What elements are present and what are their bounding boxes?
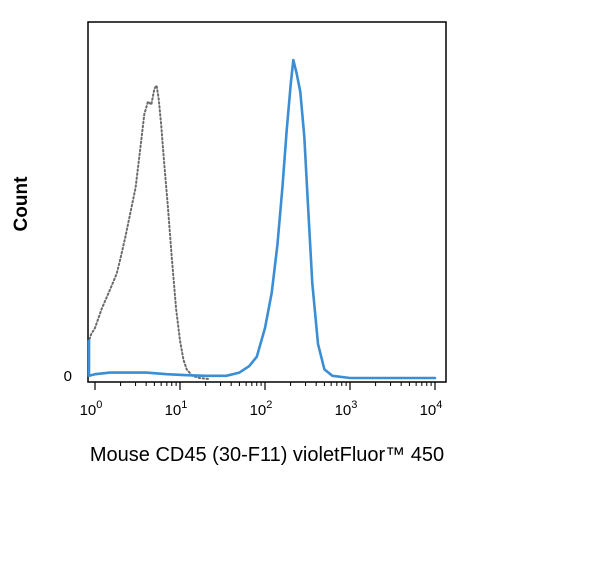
series-line-control	[88, 84, 211, 380]
y-tick-labels: 0	[64, 368, 72, 385]
x-axis-title: Mouse CD45 (30-F11) violetFluor™ 450	[90, 444, 444, 466]
series-line-stained	[87, 58, 437, 380]
x-major-ticks	[94, 382, 436, 390]
x-tick-label: 101	[165, 399, 188, 419]
y-axis-title: Count	[11, 176, 32, 232]
x-minor-ticks	[120, 382, 432, 386]
x-tick-label: 102	[250, 399, 273, 419]
x-tick-labels: 100 101 102 103 104	[80, 399, 443, 419]
plot-frame	[87, 21, 447, 383]
x-tick-label: 100	[80, 399, 103, 419]
series-layer	[87, 58, 437, 380]
y-tick-label: 0	[64, 368, 72, 385]
x-tick-label: 103	[335, 399, 358, 419]
x-tick-label: 104	[420, 399, 443, 419]
